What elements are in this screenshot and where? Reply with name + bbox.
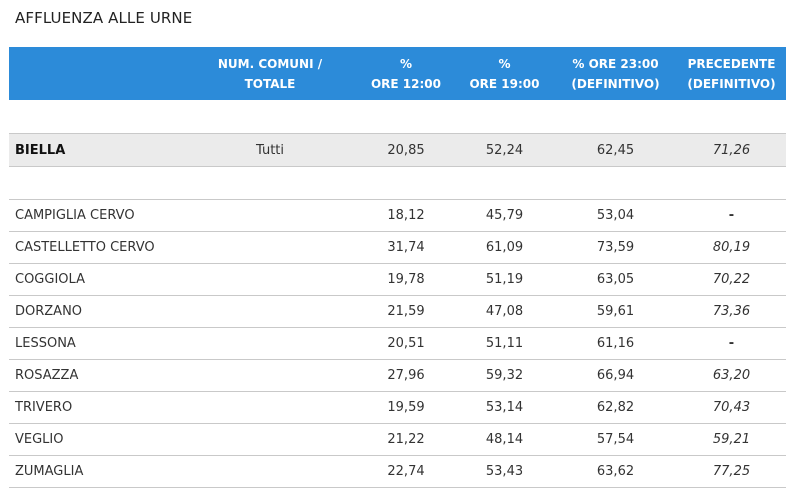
page-title: AFFLUENZA ALLE URNE (15, 9, 193, 27)
municipality-ore-19: 59,32 (455, 359, 554, 392)
municipality-ore-23: 63,62 (554, 455, 677, 488)
header-ore-23: % ORE 23:00 (DEFINITIVO) (554, 47, 677, 100)
header-precedente: PRECEDENTE (DEFINITIVO) (677, 47, 786, 100)
municipality-name: LESSONA (9, 327, 183, 360)
municipality-ore-12: 21,59 (357, 295, 455, 328)
province-name: BIELLA (9, 133, 183, 167)
spacer-row (9, 166, 786, 200)
municipality-comuni (183, 199, 357, 232)
header-ore-12-line1: % (399, 56, 413, 71)
municipality-ore-12: 18,12 (357, 199, 455, 232)
municipality-precedente: 80,19 (677, 231, 786, 264)
municipality-ore-19: 47,08 (455, 295, 554, 328)
municipality-precedente: - (677, 199, 786, 232)
municipality-ore-23: 59,61 (554, 295, 677, 328)
table-row: ZUMAGLIA 22,74 53,43 63,62 77,25 (9, 455, 786, 488)
municipality-ore-19: 51,19 (455, 263, 554, 296)
table-row: TRIVERO 19,59 53,14 62,82 70,43 (9, 391, 786, 424)
header-ore-23-line1: % ORE 23:00 (572, 56, 659, 71)
municipality-precedente: 73,36 (677, 295, 786, 328)
table-row: DORZANO 21,59 47,08 59,61 73,36 (9, 295, 786, 328)
municipality-comuni (183, 231, 357, 264)
table-row: COGGIOLA 19,78 51,19 63,05 70,22 (9, 263, 786, 296)
header-ore-19-line2: ORE 19:00 (469, 76, 540, 91)
municipality-ore-12: 19,78 (357, 263, 455, 296)
municipality-comuni (183, 455, 357, 488)
province-ore-12: 20,85 (357, 133, 455, 167)
municipality-ore-12: 21,22 (357, 423, 455, 456)
municipality-comuni (183, 263, 357, 296)
province-ore-19: 52,24 (455, 133, 554, 167)
table-row: LESSONA 20,51 51,11 61,16- (9, 327, 786, 360)
municipality-precedente: 70,22 (677, 263, 786, 296)
header-precedente-line1: PRECEDENTE (687, 56, 776, 71)
municipality-name: COGGIOLA (9, 263, 183, 296)
municipality-ore-12: 20,51 (357, 327, 455, 360)
municipality-precedente: - (677, 327, 786, 360)
municipality-name: VEGLIO (9, 423, 183, 456)
municipality-ore-23: 61,16 (554, 327, 677, 360)
municipality-ore-23: 66,94 (554, 359, 677, 392)
spacer-row (9, 100, 786, 134)
municipality-ore-12: 22,74 (357, 455, 455, 488)
municipality-name: CASTELLETTO CERVO (9, 231, 183, 264)
header-ore-12: % ORE 12:00 (357, 47, 455, 100)
table-row: CAMPIGLIA CERVO 18,12 45,79 53,04- (9, 199, 786, 232)
municipality-ore-23: 73,59 (554, 231, 677, 264)
municipality-name: ZUMAGLIA (9, 455, 183, 488)
municipality-ore-19: 53,43 (455, 455, 554, 488)
table-row: CASTELLETTO CERVO 31,74 61,09 73,59 80,19 (9, 231, 786, 264)
municipality-precedente: 70,43 (677, 391, 786, 424)
province-total-row: BIELLA Tutti 20,85 52,24 62,45 71,26 (9, 133, 786, 167)
municipality-ore-12: 31,74 (357, 231, 455, 264)
table-row: ROSAZZA 27,96 59,32 66,94 63,20 (9, 359, 786, 392)
municipality-comuni (183, 359, 357, 392)
province-precedente: 71,26 (677, 133, 786, 167)
municipality-ore-19: 45,79 (455, 199, 554, 232)
table-row: VEGLIO 21,22 48,14 57,54 59,21 (9, 423, 786, 456)
province-ore-23: 62,45 (554, 133, 677, 167)
header-ore-19: % ORE 19:00 (455, 47, 554, 100)
municipality-comuni (183, 327, 357, 360)
municipality-ore-19: 51,11 (455, 327, 554, 360)
municipality-ore-19: 48,14 (455, 423, 554, 456)
municipality-name: DORZANO (9, 295, 183, 328)
header-num-comuni-line2: TOTALE (244, 76, 296, 91)
municipality-ore-23: 63,05 (554, 263, 677, 296)
municipality-ore-19: 53,14 (455, 391, 554, 424)
municipality-name: TRIVERO (9, 391, 183, 424)
municipality-precedente: 59,21 (677, 423, 786, 456)
municipality-comuni (183, 391, 357, 424)
municipality-comuni (183, 423, 357, 456)
header-ore-12-line2: ORE 12:00 (370, 76, 441, 91)
municipality-ore-19: 61,09 (455, 231, 554, 264)
header-num-comuni-line1: NUM. COMUNI / (217, 56, 323, 71)
municipality-name: ROSAZZA (9, 359, 183, 392)
header-num-comuni: NUM. COMUNI / TOTALE (183, 47, 357, 100)
province-comuni: Tutti (183, 133, 357, 167)
municipality-name: CAMPIGLIA CERVO (9, 199, 183, 232)
header-ore-19-line1: % (498, 56, 511, 71)
table-header-row: NUM. COMUNI / TOTALE % ORE 12:00 % ORE 1… (9, 47, 786, 100)
municipality-precedente: 63,20 (677, 359, 786, 392)
municipality-ore-12: 19,59 (357, 391, 455, 424)
municipality-ore-12: 27,96 (357, 359, 455, 392)
municipality-ore-23: 62,82 (554, 391, 677, 424)
municipality-ore-23: 57,54 (554, 423, 677, 456)
municipality-ore-23: 53,04 (554, 199, 677, 232)
municipality-rows: CAMPIGLIA CERVO 18,12 45,79 53,04- CASTELLET… (9, 199, 786, 488)
municipality-comuni (183, 295, 357, 328)
turnout-table: NUM. COMUNI / TOTALE % ORE 12:00 % ORE 1… (9, 47, 786, 488)
header-precedente-line2: (DEFINITIVO) (687, 76, 776, 91)
header-ore-23-line2: (DEFINITIVO) (571, 76, 660, 91)
header-name (9, 47, 183, 100)
municipality-precedente: 77,25 (677, 455, 786, 488)
